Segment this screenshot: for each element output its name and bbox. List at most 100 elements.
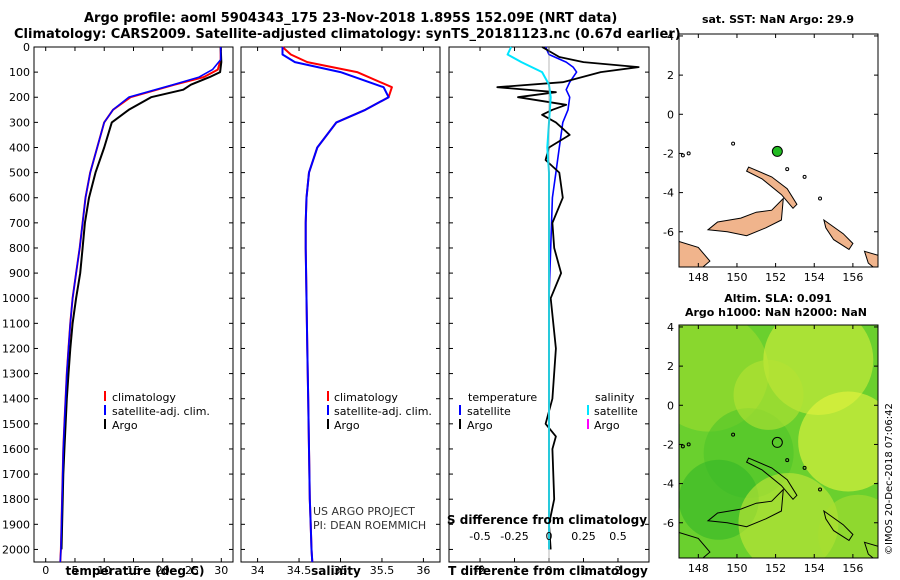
x-tick-label: -2 xyxy=(475,564,486,577)
series-line-satellite-adj-clim- xyxy=(59,47,222,563)
sla-field-patch xyxy=(798,391,878,492)
islet xyxy=(686,442,691,447)
figure-title-line2: Climatology: CARS2009. Satellite-adjuste… xyxy=(14,27,681,42)
difference-plot: -2 -1 0 1 2 -0.5 -0.25 0 0.25 0.5 xyxy=(469,46,640,577)
legend-label-climatology: climatology xyxy=(334,391,398,404)
legend-title-salinity: salinity xyxy=(595,391,635,404)
map-y-tick-label: -2 xyxy=(663,438,674,451)
legend-label-satellite: satellite-adj. clim. xyxy=(334,405,432,418)
figure-title-line1: Argo profile: aoml 5904343_175 23-Nov-20… xyxy=(84,11,618,26)
sla-field-patch xyxy=(818,494,878,558)
map-frame xyxy=(678,33,879,268)
difference-legend: temperature satellite Argo salinity sate… xyxy=(459,391,638,432)
depth-tick-label: 1600 xyxy=(2,443,30,456)
islet xyxy=(818,487,823,492)
credit-line2: PI: DEAN ROEMMICH xyxy=(313,519,426,532)
x-tick-label: 1 xyxy=(580,564,587,577)
difference-xlabel: T difference from climatology xyxy=(448,564,648,578)
map-content xyxy=(679,325,878,558)
depth-tick-label: 1800 xyxy=(2,493,30,506)
x-tick-label: 30 xyxy=(214,564,228,577)
islet xyxy=(731,432,736,437)
depth-axis: 0 100 200 300 400 500 600 700 800 900 1000 1100 1200… xyxy=(2,41,649,556)
depth-tick-label: 1400 xyxy=(2,393,30,406)
coastline xyxy=(745,166,798,210)
islet xyxy=(731,141,736,146)
series-line-argo xyxy=(60,46,223,550)
legend-label-t-argo: Argo xyxy=(467,419,493,432)
legend-swatch-argo xyxy=(327,419,329,429)
islet xyxy=(785,458,790,463)
sst-map: 148 150 152 154 156 4 2 0 -2 -4 -6 xyxy=(663,30,879,284)
legend-swatch-argo xyxy=(104,419,106,429)
coastline xyxy=(823,509,854,542)
x-tick-label: 5 xyxy=(71,564,78,577)
sla-map: 148 150 152 154 156 4 2 0 -2 -4 -6 xyxy=(663,321,879,575)
map-x-tick-label: 150 xyxy=(726,271,747,284)
legend-swatch-s-satellite xyxy=(587,405,589,415)
coastline xyxy=(823,218,854,251)
legend-label-s-satellite: satellite xyxy=(594,405,638,418)
legend-label-climatology: climatology xyxy=(112,391,176,404)
legend-swatch-t-satellite xyxy=(459,405,461,415)
depth-tick-label: 1000 xyxy=(2,292,30,305)
legend-swatch-t-argo xyxy=(459,419,461,429)
islet xyxy=(686,151,691,156)
depth-tick-label: 600 xyxy=(9,192,30,205)
top-x-tick-label: -0.25 xyxy=(500,530,528,543)
map-y-tick-label: -2 xyxy=(663,147,674,160)
legend-swatch-climatology xyxy=(327,391,329,401)
depth-tick-label: 1200 xyxy=(2,342,30,355)
depth-tick-label: 0 xyxy=(23,41,30,54)
map-content xyxy=(679,141,878,267)
coastline xyxy=(706,197,784,237)
depth-tick-label: 1900 xyxy=(2,518,30,531)
salinity-panel-frame xyxy=(240,46,441,563)
x-tick-label: 25 xyxy=(185,564,199,577)
legend-title-temperature: temperature xyxy=(468,391,537,404)
depth-tick-label: 100 xyxy=(9,66,30,79)
map-y-tick-label: -4 xyxy=(663,187,674,200)
coastline xyxy=(863,250,878,267)
sla-field-patch xyxy=(738,473,839,558)
islet xyxy=(680,153,685,158)
depth-tick-label: 500 xyxy=(9,167,30,180)
depth-tick-label: 900 xyxy=(9,267,30,280)
salinity-legend: climatology satellite-adj. clim. Argo xyxy=(327,391,432,432)
x-tick-label: 0 xyxy=(42,564,49,577)
depth-tick-label: 1500 xyxy=(2,418,30,431)
legend-label-t-satellite: satellite xyxy=(467,405,511,418)
depth-tick-label: 400 xyxy=(9,141,30,154)
top-x-tick-label: 0.25 xyxy=(571,530,596,543)
top-x-tick-label: -0.5 xyxy=(469,530,490,543)
salinity-plot: 34 34.5 35 35.5 36 xyxy=(251,46,430,577)
islet xyxy=(785,167,790,172)
sla-field-patch xyxy=(733,359,804,430)
legend-label-satellite: satellite-adj. clim. xyxy=(112,405,210,418)
x-tick-label: 34 xyxy=(251,564,265,577)
legend-label-argo: Argo xyxy=(112,419,138,432)
x-tick-label: -1 xyxy=(509,564,520,577)
depth-tick-label: 1700 xyxy=(2,468,30,481)
map-x-tick-label: 156 xyxy=(842,562,863,575)
map-x-tick-label: 152 xyxy=(765,271,786,284)
map-y-tick-label: 2 xyxy=(667,360,674,373)
difference-top-xlabel: S difference from climatology xyxy=(447,513,647,527)
x-tick-label: 20 xyxy=(156,564,170,577)
map-x-tick-label: 148 xyxy=(688,271,709,284)
series-line-t-argo xyxy=(496,46,640,550)
map-y-tick-label: -6 xyxy=(663,226,674,239)
map-y-tick-label: -6 xyxy=(663,517,674,530)
coastline xyxy=(679,240,711,267)
x-tick-label: 10 xyxy=(97,564,111,577)
depth-tick-label: 1300 xyxy=(2,368,30,381)
salinity-xlabel: salinity xyxy=(311,564,361,578)
legend-label-s-argo: Argo xyxy=(594,419,620,432)
sst-map-title: sat. SST: NaN Argo: 29.9 xyxy=(702,13,854,26)
coastline xyxy=(706,488,784,528)
x-tick-label: 35 xyxy=(334,564,348,577)
map-y-tick-label: -4 xyxy=(663,478,674,491)
sla-map-title2: Argo h1000: NaN h2000: NaN xyxy=(685,306,867,319)
map-x-tick-label: 148 xyxy=(688,562,709,575)
top-x-tick-label: 0 xyxy=(546,530,553,543)
